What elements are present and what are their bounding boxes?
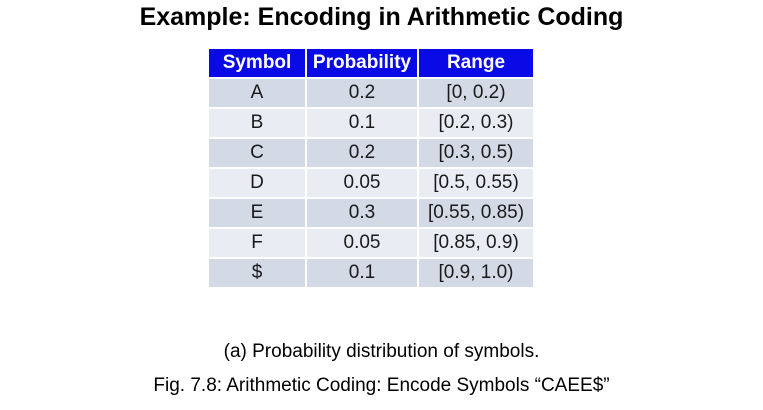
range-cell: [0.55, 0.85) <box>417 197 535 229</box>
symbol-cell: D <box>207 167 307 199</box>
symbol-cell: B <box>207 107 307 139</box>
page-title: Example: Encoding in Arithmetic Coding <box>139 3 624 31</box>
symbol-cell: F <box>207 227 307 259</box>
column-header-symbol: Symbol <box>207 47 307 79</box>
symbol-cell: C <box>207 137 307 169</box>
probability-cell: 0.1 <box>305 107 419 139</box>
column-header-range: Range <box>417 47 535 79</box>
probability-cell: 0.05 <box>305 167 419 199</box>
figure-caption: Fig. 7.8: Arithmetic Coding: Encode Symb… <box>153 375 610 396</box>
probability-cell: 0.2 <box>305 77 419 109</box>
table-header-row: Symbol Probability Range <box>207 47 535 79</box>
probability-cell: 0.2 <box>305 137 419 169</box>
table-row: E 0.3 [0.55, 0.85) <box>207 197 535 229</box>
column-header-probability: Probability <box>305 47 419 79</box>
range-cell: [0.5, 0.55) <box>417 167 535 199</box>
probability-table: Symbol Probability Range A 0.2 [0, 0.2) … <box>207 47 535 289</box>
table-row: B 0.1 [0.2, 0.3) <box>207 107 535 139</box>
symbol-cell: $ <box>207 257 307 289</box>
probability-cell: 0.05 <box>305 227 419 259</box>
table-row: D 0.05 [0.5, 0.55) <box>207 167 535 199</box>
range-cell: [0.85, 0.9) <box>417 227 535 259</box>
table-row: $ 0.1 [0.9, 1.0) <box>207 257 535 289</box>
probability-cell: 0.3 <box>305 197 419 229</box>
range-cell: [0.9, 1.0) <box>417 257 535 289</box>
table-row: F 0.05 [0.85, 0.9) <box>207 227 535 259</box>
range-cell: [0.2, 0.3) <box>417 107 535 139</box>
range-cell: [0, 0.2) <box>417 77 535 109</box>
symbol-cell: A <box>207 77 307 109</box>
table-row: C 0.2 [0.3, 0.5) <box>207 137 535 169</box>
sub-caption: (a) Probability distribution of symbols. <box>223 341 540 362</box>
probability-cell: 0.1 <box>305 257 419 289</box>
table-row: A 0.2 [0, 0.2) <box>207 77 535 109</box>
range-cell: [0.3, 0.5) <box>417 137 535 169</box>
symbol-cell: E <box>207 197 307 229</box>
